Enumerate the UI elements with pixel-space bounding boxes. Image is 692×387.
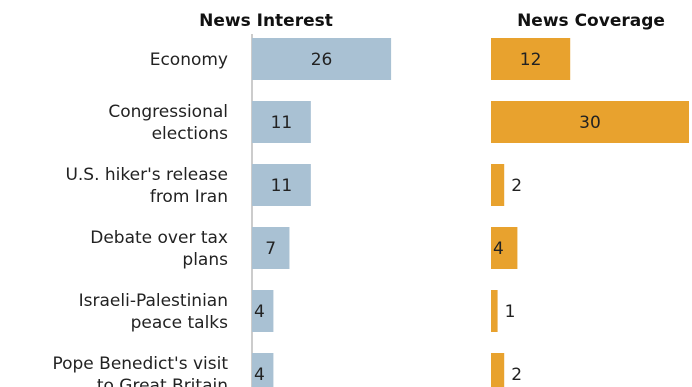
interest-bar — [252, 353, 274, 387]
coverage-bar — [491, 38, 571, 80]
coverage-bar — [491, 164, 505, 206]
category-label: Pope Benedict's visit — [52, 354, 228, 374]
coverage-value-label: 2 — [511, 176, 522, 196]
category-label: Economy — [150, 50, 228, 70]
coverage-value-label: 30 — [579, 113, 601, 133]
interest-value-label: 4 — [254, 365, 265, 385]
coverage-value-label: 1 — [505, 302, 516, 322]
interest-value-label: 26 — [311, 50, 333, 70]
category-label: Israeli-Palestinian — [79, 291, 228, 311]
interest-value-label: 7 — [265, 239, 276, 259]
coverage-bar — [491, 101, 689, 143]
category-label: U.S. hiker's release — [65, 165, 228, 185]
coverage-bar — [491, 353, 505, 387]
interest-value-label: 4 — [254, 302, 265, 322]
category-label: plans — [182, 250, 228, 270]
coverage-value-label: 4 — [493, 239, 504, 259]
coverage-bar — [491, 227, 518, 269]
coverage-value-label: 12 — [520, 50, 542, 70]
category-label: to Great Britain — [97, 376, 228, 387]
category-label: from Iran — [150, 187, 228, 207]
interest-bar — [252, 290, 274, 332]
panel-title-coverage: News Coverage — [517, 11, 665, 31]
interest-bar — [252, 38, 392, 80]
interest-value-label: 11 — [271, 113, 293, 133]
interest-value-label: 11 — [271, 176, 293, 196]
category-label: Congressional — [108, 102, 228, 122]
category-label: Debate over tax — [90, 228, 228, 248]
interest-bar — [252, 101, 311, 143]
panel-title-interest: News Interest — [199, 11, 333, 31]
category-label: peace talks — [131, 313, 229, 333]
interest-bar — [252, 227, 290, 269]
coverage-value-label: 2 — [511, 365, 522, 385]
coverage-bar — [491, 290, 498, 332]
interest-bar — [252, 164, 311, 206]
category-label: elections — [152, 124, 229, 144]
